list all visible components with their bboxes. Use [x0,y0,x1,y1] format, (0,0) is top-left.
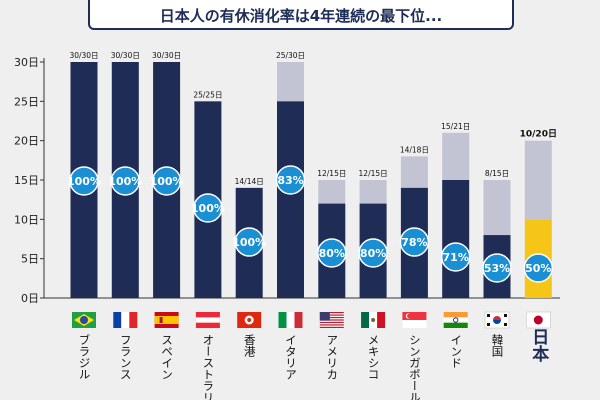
bar-value-label: 14/18日 [400,145,429,154]
percent-badge [399,227,430,257]
y-tick-label: 30日 [14,56,39,69]
bar-value-label: 12/15日 [359,169,388,178]
percent-badge [193,193,223,223]
bar-value-label: 30/30日 [152,51,181,60]
bar-granted-segment [359,180,387,204]
flag-india-icon [443,312,468,328]
percent-badge-label: 100% [191,202,225,215]
flag-singapore-icon [402,312,427,328]
percent-badge [69,166,99,196]
percent-badge [234,227,264,257]
percent-badge [358,238,388,268]
flag-hongkong-icon [237,312,262,328]
percent-badge [151,166,182,196]
percent-badge-label: 100% [108,175,142,188]
category-label: メキシコ [367,334,381,380]
y-tick-label: 5日 [21,253,39,266]
percent-badge-label: 71% [443,251,469,264]
percent-badge [317,238,347,268]
category-label: アメリカ [325,334,339,380]
flag-spain-icon [154,312,179,328]
chart-title: 日本人の有休消化率は4年連続の最下位... [159,7,443,25]
percent-badge [440,242,471,272]
category-label: 韓国 [491,334,505,358]
flag-usa-icon [319,312,344,328]
category-label: スペイン [160,334,174,380]
flag-france-icon [113,312,138,328]
bar-value-label: 30/30日 [69,51,98,60]
flag-japan-icon [526,311,551,329]
percent-badge [482,253,512,283]
flag-italy-icon [278,312,303,328]
bar-granted-segment [483,180,511,236]
bar-value-label: 30/30日 [111,51,140,60]
y-tick-label: 20日 [14,135,39,148]
percent-badge [275,165,306,195]
bar-value-label: 8/15日 [485,169,509,178]
flag-korea-icon [484,311,510,329]
percent-badge-label: 78% [401,236,427,249]
bar-granted-segment [524,140,552,220]
percent-badge-label: 100% [67,175,101,188]
bar-used-segment [277,101,304,298]
y-tick-label: 25日 [14,95,39,108]
category-label: 香港 [243,334,257,357]
category-label: インド [449,334,463,369]
bar-granted-segment [277,62,304,102]
bar-used-segment [442,180,470,298]
percent-badge [110,166,141,196]
percent-badge-label: 53% [484,262,510,275]
flag-mexico-icon [361,312,386,328]
bar-granted-segment [400,156,428,188]
bar-value-label: 25/30日 [276,51,305,60]
category-label: ブラジル [78,333,92,380]
percent-badge-label: 100% [150,175,184,188]
category-label: オーストラリア [201,334,215,400]
category-label: 日本 [528,328,549,363]
bar-granted-segment [442,132,470,180]
bar-value-label: 25/25日 [193,90,222,99]
percent-badge-label: 83% [277,174,303,187]
percent-badge-label: 80% [360,247,386,260]
bar-value-label: 10/20日 [520,129,557,140]
bar-granted-segment [318,180,346,204]
chart-title-box: 日本人の有休消化率は4年連続の最下位... [88,0,514,30]
percent-badge-label: 100% [232,236,266,249]
y-tick-label: 0日 [21,292,39,305]
category-label: フランス [119,334,133,380]
bar-value-label: 15/21日 [441,122,470,131]
category-label: イタリア [284,334,298,380]
percent-badge-label: 50% [525,262,551,275]
y-tick-label: 10日 [14,213,39,226]
flag-brazil-icon [72,312,96,328]
percent-badge-label: 80% [319,247,345,260]
bar-value-label: 14/14日 [235,177,264,186]
percent-badge [523,253,554,283]
y-tick-label: 15日 [14,174,39,187]
bar-value-label: 12/15日 [317,169,346,178]
category-label: シンガポール [408,334,422,400]
flag-austria-icon [195,312,220,328]
